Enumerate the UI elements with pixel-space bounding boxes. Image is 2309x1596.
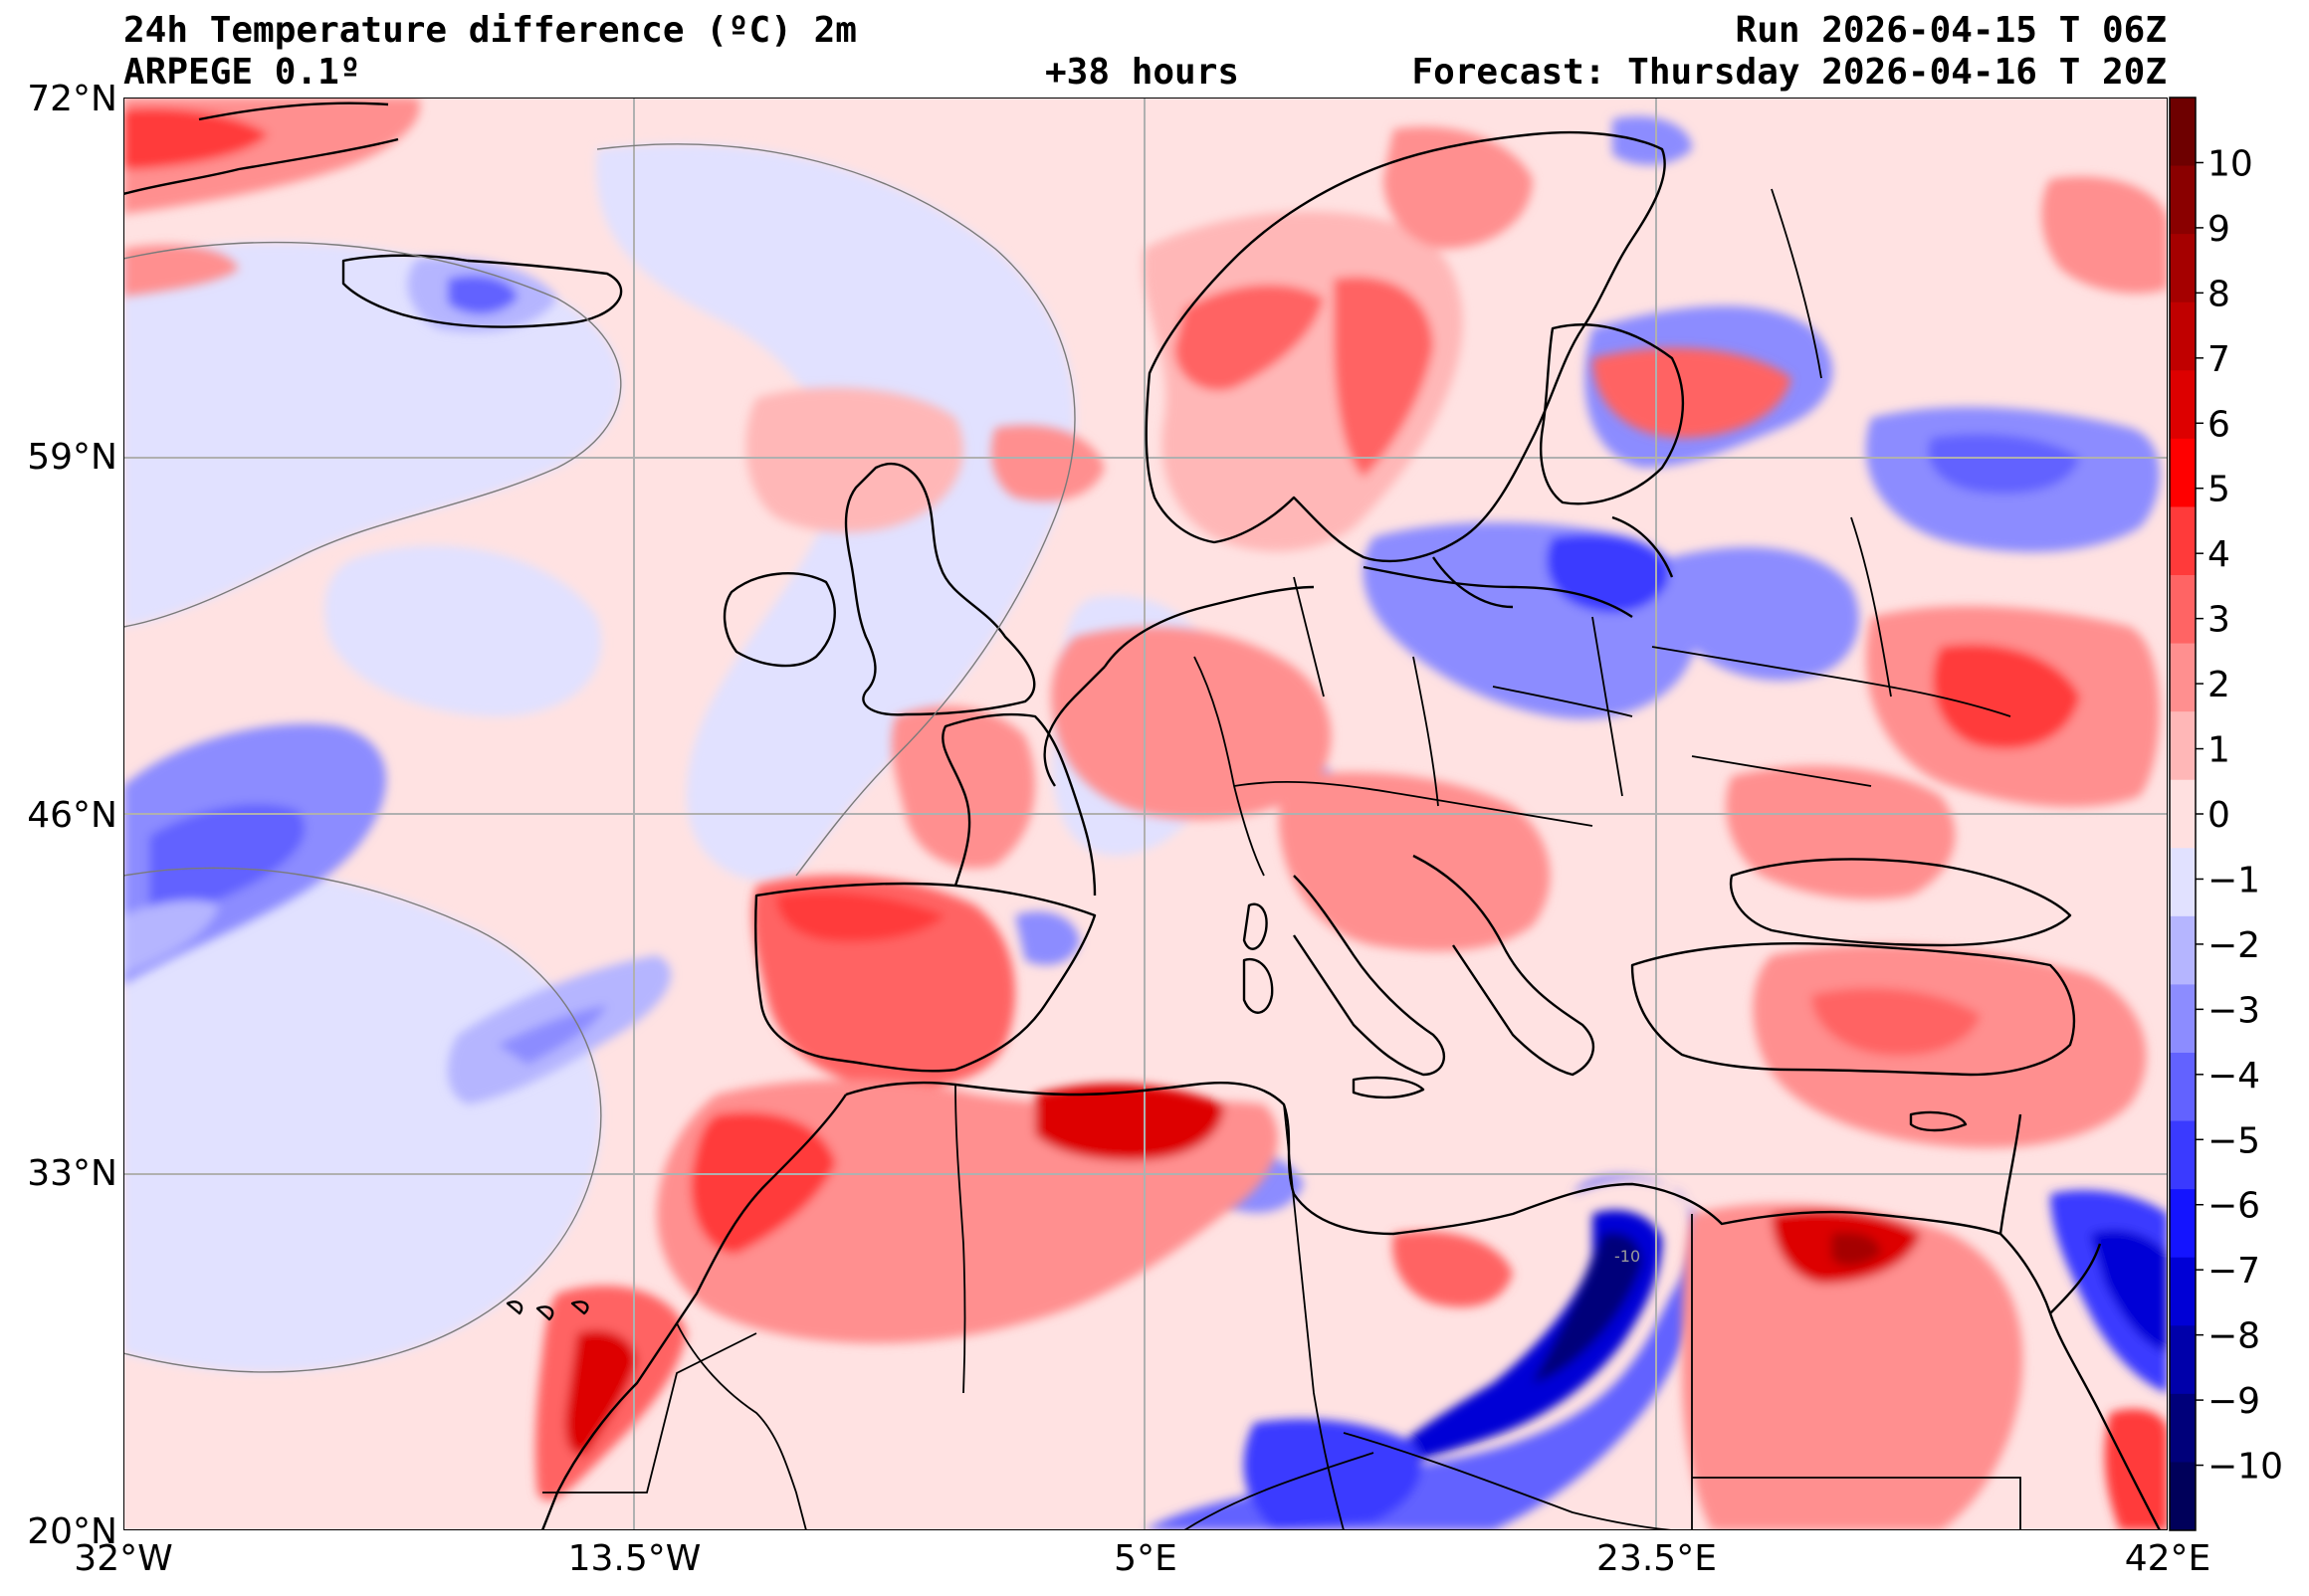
longitude-label: 32°W	[74, 1538, 172, 1579]
colorbar-swatch	[2170, 506, 2196, 576]
colorbar-swatch	[2170, 1120, 2196, 1190]
colorbar-tick-label: −1	[2207, 860, 2260, 900]
colorbar-tick-label: 0	[2207, 795, 2230, 836]
latitude-label: 72°N	[27, 79, 117, 119]
longitude-labels: 32°W 13.5°W 5°E 23.5°E 42°E	[74, 1538, 2210, 1579]
colorbar-swatch	[2170, 98, 2196, 167]
colorbar-tick-label: 4	[2207, 534, 2230, 575]
colorbar-swatch	[2170, 301, 2196, 371]
colorbar-tick-label: 8	[2207, 274, 2230, 314]
map-title: 24h Temperature difference (ºC) 2m	[123, 10, 857, 51]
colorbar-tick-label: −9	[2207, 1381, 2260, 1422]
longitude-label: 23.5°E	[1596, 1538, 1717, 1579]
colorbar-swatch	[2170, 1325, 2196, 1395]
colorbar-tick-label: 2	[2207, 665, 2230, 705]
colorbar-tick-label: 5	[2207, 470, 2230, 510]
colorbar-tick-label: −6	[2207, 1186, 2260, 1227]
colorbar-tick-label: 3	[2207, 600, 2230, 641]
latitude-label: 59°N	[27, 437, 117, 478]
colorbar-swatch	[2170, 1189, 2196, 1259]
latitude-label: 46°N	[27, 795, 117, 836]
colorbar-tick-label: −10	[2207, 1447, 2283, 1488]
colorbar-swatch	[2170, 643, 2196, 712]
colorbar-swatch	[2170, 779, 2196, 849]
colorbar-tick-label: 7	[2207, 339, 2230, 380]
colorbar-swatch	[2170, 1257, 2196, 1326]
lead-time: +38 hours	[1045, 52, 1240, 93]
colorbar-tick-label: −8	[2207, 1316, 2260, 1357]
run-time: Run 2026-04-15 T 06Z	[1735, 10, 2167, 51]
colorbar-swatch	[2170, 438, 2196, 507]
graticule	[123, 98, 2168, 1530]
latitude-label: 20°N	[27, 1511, 117, 1552]
warm-anomaly-field	[123, 98, 2168, 1530]
latitude-labels: 72°N 59°N 46°N 33°N 20°N	[27, 79, 117, 1552]
colorbar-tick-label: 10	[2207, 143, 2253, 184]
model-name: ARPEGE 0.1º	[123, 52, 361, 93]
colorbar-swatch	[2170, 575, 2196, 645]
colorbar-swatch	[2170, 165, 2196, 235]
forecast-time: Forecast: Thursday 2026-04-16 T 20Z	[1411, 52, 2167, 93]
longitude-label: 13.5°W	[568, 1538, 702, 1579]
colorbar-tick-label: −5	[2207, 1120, 2260, 1161]
zero-contours	[123, 143, 1076, 1373]
colorbar-swatch	[2170, 1053, 2196, 1122]
colorbar-tick-label: −4	[2207, 1056, 2260, 1097]
colorbar-swatch	[2170, 984, 2196, 1054]
contour-label: -10	[1614, 1247, 1640, 1266]
colorbar-tick-label: −7	[2207, 1251, 2260, 1292]
colorbar-swatch	[2170, 1462, 2196, 1531]
coastlines	[123, 101, 2162, 1530]
colorbar-tick-label: −3	[2207, 990, 2260, 1031]
colorbar-swatch	[2170, 1393, 2196, 1463]
country-borders	[542, 188, 2021, 1530]
colorbar-swatch	[2170, 848, 2196, 917]
longitude-label: 5°E	[1114, 1538, 1177, 1579]
colorbar-swatch	[2170, 711, 2196, 781]
longitude-label: 42°E	[2125, 1538, 2211, 1579]
map-panel: -10	[123, 98, 2168, 1530]
colorbar-swatch	[2170, 234, 2196, 303]
colorbar-tick-label: 9	[2207, 209, 2230, 250]
colorbar-swatch	[2170, 915, 2196, 985]
colorbar-tick-label: −2	[2207, 925, 2260, 966]
colorbar-tick-label: 1	[2207, 730, 2230, 771]
colorbar-tick-label: 6	[2207, 404, 2230, 445]
colorbar-swatch	[2170, 370, 2196, 440]
latitude-label: 33°N	[27, 1153, 117, 1194]
